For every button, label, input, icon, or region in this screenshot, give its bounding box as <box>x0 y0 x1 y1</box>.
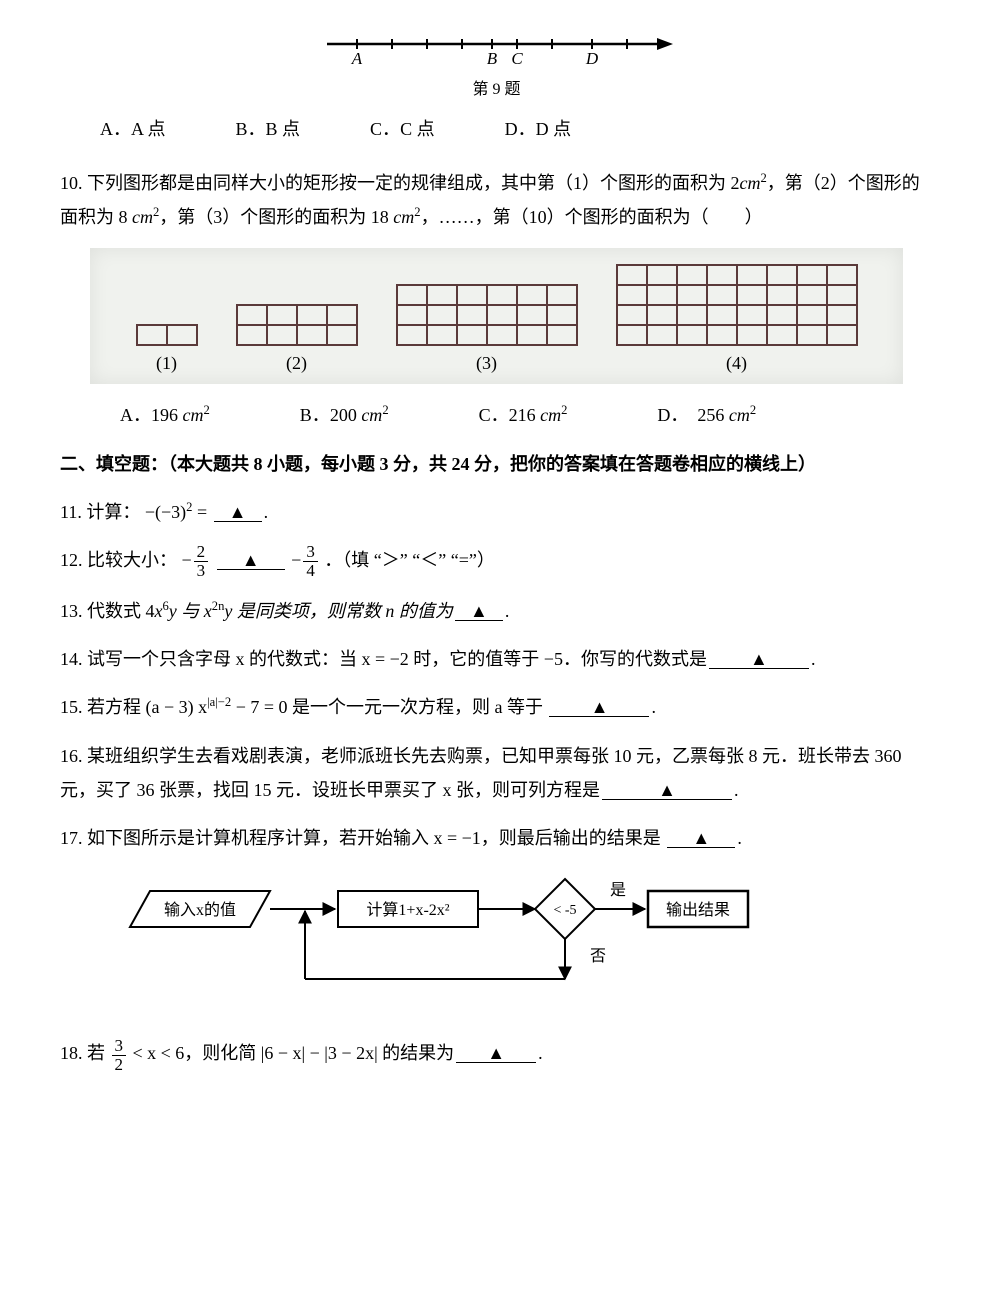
q10-opt-b: B．200 cm2 <box>300 398 389 432</box>
q9-caption: 第 9 题 <box>60 75 933 105</box>
fig4: (4) <box>616 264 858 380</box>
q10-opt-a: A．196 cm2 <box>120 398 210 432</box>
blank-17: ▲ <box>667 829 735 848</box>
blank-14: ▲ <box>709 650 809 669</box>
q17: 17. 如下图所示是计算机程序计算，若开始输入 x = −1，则最后输出的结果是… <box>60 821 933 855</box>
q15: 15. 若方程 (a − 3) x|a|−2 − 7 = 0 是一个一元一次方程… <box>60 690 933 724</box>
svg-text:B: B <box>486 49 497 68</box>
svg-text:否: 否 <box>590 948 606 965</box>
q10-figures: (1) (2) (3) (4) <box>90 248 903 384</box>
fig4-label: (4) <box>616 346 858 380</box>
q14: 14. 试写一个只含字母 x 的代数式：当 x = −2 时，它的值等于 −5．… <box>60 642 933 676</box>
q11: 11. 计算： −(−3)2 = ▲. <box>60 495 933 529</box>
q9-options: A．A 点 B．B 点 C．C 点 D．D 点 <box>100 112 933 146</box>
q9-figure: A B C D 第 9 题 <box>60 30 933 106</box>
q10-options: A．196 cm2 B．200 cm2 C．216 cm2 D． 256 cm2 <box>120 398 933 432</box>
fig1-label: (1) <box>136 346 198 380</box>
svg-text:输入x的值: 输入x的值 <box>164 901 236 919</box>
q10-opt-d: D． 256 cm2 <box>657 398 756 432</box>
fig2-label: (2) <box>236 346 358 380</box>
svg-text:A: A <box>350 49 362 68</box>
svg-text:计算1+x-2x²: 计算1+x-2x² <box>366 900 449 919</box>
q9-opt-d: D．D 点 <box>505 112 572 146</box>
section2-title: 二、填空题：（本大题共 8 小题，每小题 3 分，共 24 分，把你的答案填在答… <box>60 447 933 481</box>
q10-num: 10. <box>60 173 83 193</box>
q13: 13. 代数式 4x6y 与 x2ny 是同类项，则常数 n 的值为▲. <box>60 594 933 628</box>
fig1: (1) <box>136 324 198 380</box>
svg-text:输出结果: 输出结果 <box>666 901 730 919</box>
page: A B C D 第 9 题 A．A 点 B．B 点 C．C 点 D．D 点 10… <box>0 0 993 1148</box>
blank-11: ▲ <box>214 503 262 522</box>
blank-15: ▲ <box>549 698 649 717</box>
fig3-label: (3) <box>396 346 578 380</box>
q10-opt-c: C．216 cm2 <box>479 398 568 432</box>
svg-text:< -5: < -5 <box>553 903 576 918</box>
svg-text:C: C <box>511 49 523 68</box>
q9-opt-b: B．B 点 <box>236 112 301 146</box>
q10: 10. 下列图形都是由同样大小的矩形按一定的规律组成，其中第（1）个图形的面积为… <box>60 166 933 234</box>
q9-opt-c: C．C 点 <box>370 112 435 146</box>
q18: 18. 若 32 < x < 6，则化简 |6 − x| − |3 − 2x| … <box>60 1036 933 1073</box>
svg-text:D: D <box>584 49 598 68</box>
fig2: (2) <box>236 304 358 380</box>
svg-text:是: 是 <box>610 882 626 899</box>
fig3: (3) <box>396 284 578 380</box>
blank-12: ▲ <box>217 551 285 570</box>
q16: 16. 某班组织学生去看戏剧表演，老师派班长先去购票，已知甲票每张 10 元，乙… <box>60 739 933 807</box>
blank-13: ▲ <box>455 602 503 621</box>
blank-18: ▲ <box>456 1044 536 1063</box>
number-line: A B C D <box>317 30 677 68</box>
flowchart: 输入x的值 计算1+x-2x² < -5 是 输出结果 否 <box>120 869 760 1010</box>
blank-16: ▲ <box>602 781 732 800</box>
q10-text: 下列图形都是由同样大小的矩形按一定的规律组成，其中第（1）个图形的面积为 2cm… <box>60 173 920 227</box>
q9-opt-a: A．A 点 <box>100 112 166 146</box>
q12: 12. 比较大小： −23 ▲ −34 ．（填 “＞” “＜” “=”） <box>60 543 933 580</box>
